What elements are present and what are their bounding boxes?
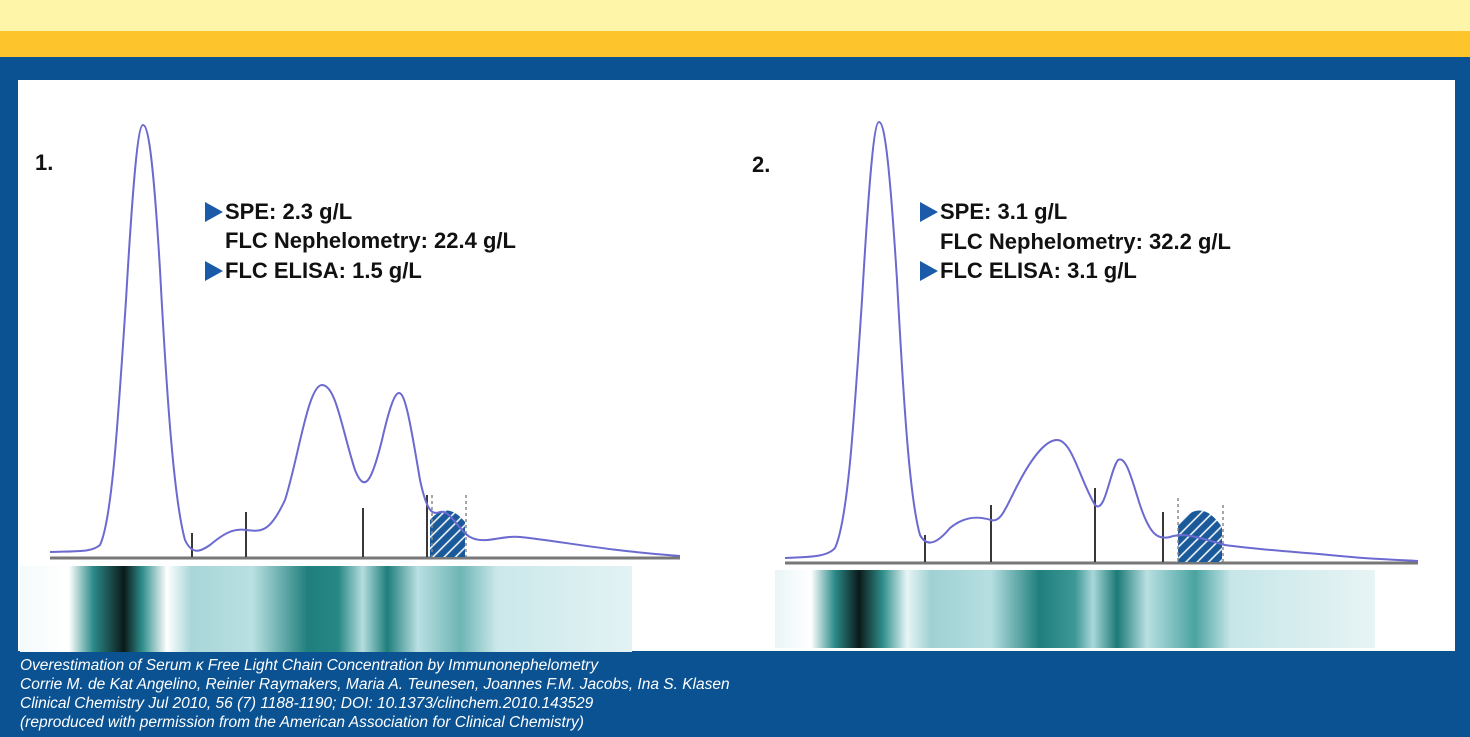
gel-band	[20, 566, 632, 652]
panel-line: FLC ELISA: 3.1 g/L	[940, 258, 1137, 284]
panel-label: 1.	[35, 150, 53, 176]
caption-line: Corrie M. de Kat Angelino, Reinier Rayma…	[20, 676, 730, 694]
panel-line: FLC Nephelometry: 22.4 g/L	[225, 228, 516, 254]
fraction-markers	[192, 488, 1163, 562]
panel-line: FLC Nephelometry: 32.2 g/L	[940, 229, 1231, 255]
panel-label: 2.	[752, 152, 770, 178]
electrophoresis-graphics	[0, 0, 1470, 737]
dashed-markers	[432, 495, 1223, 562]
trace	[50, 125, 680, 556]
panel-line: SPE: 3.1 g/L	[940, 199, 1067, 225]
caption-line: Overestimation of Serum κ Free Light Cha…	[20, 657, 598, 675]
caption-line: Clinical Chemistry Jul 2010, 56 (7) 1188…	[20, 695, 593, 713]
panel-line: FLC ELISA: 1.5 g/L	[225, 258, 422, 284]
panel-line: SPE: 2.3 g/L	[225, 199, 352, 225]
figure-page: 1. SPE: 2.3 g/L FLC Nephelometry: 22.4 g…	[0, 0, 1470, 737]
trace	[785, 122, 1418, 561]
caption-line: (reproduced with permission from the Ame…	[20, 714, 584, 732]
hatched-area	[430, 510, 465, 557]
gel-band	[775, 570, 1375, 648]
